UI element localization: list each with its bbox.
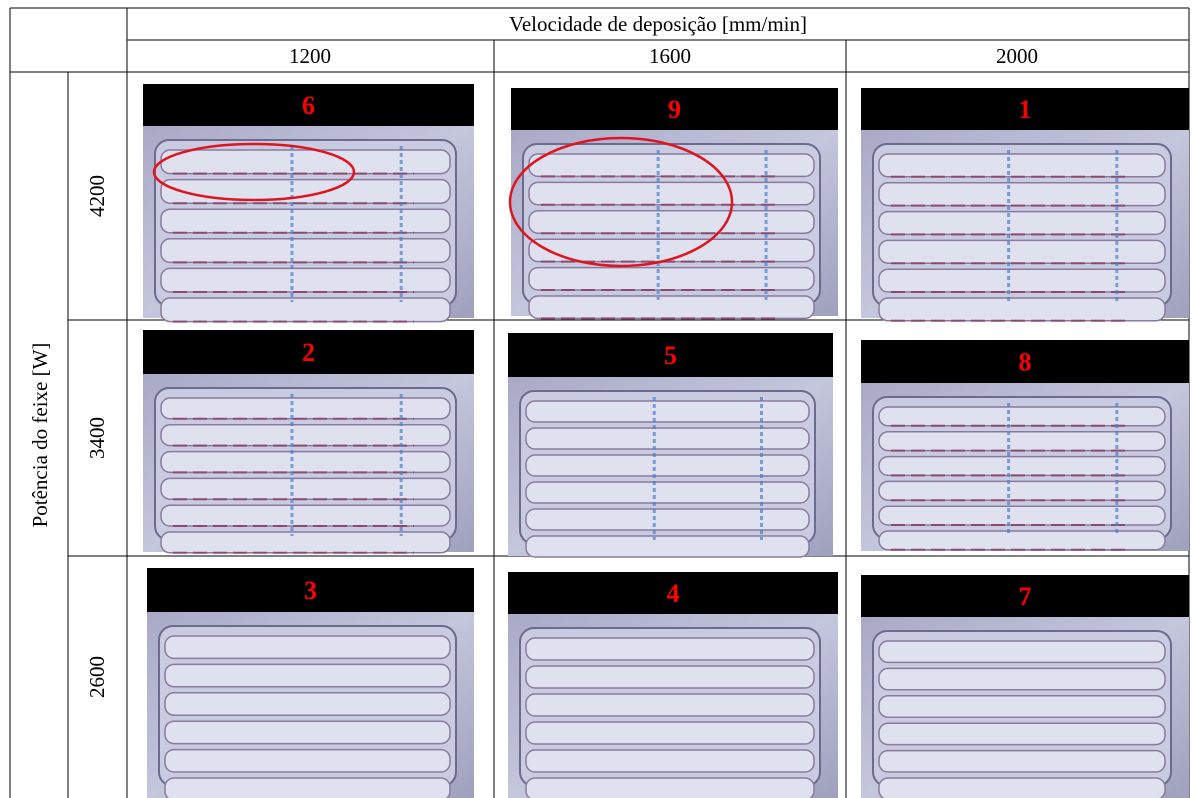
weld-bead bbox=[878, 667, 1166, 691]
sample-photo: 5 bbox=[508, 333, 833, 558]
weld-bead bbox=[878, 210, 1166, 236]
weld-bead bbox=[525, 481, 810, 504]
weld-bead bbox=[878, 505, 1166, 526]
row-header: 3400 bbox=[85, 417, 109, 459]
weld-bead bbox=[878, 480, 1166, 501]
weld-bead bbox=[164, 720, 451, 745]
sample-photo: 3 bbox=[147, 568, 474, 798]
weld-bead bbox=[160, 450, 451, 474]
row-group-header: Potência do feixe [W] bbox=[28, 343, 52, 528]
weld-bead bbox=[528, 295, 815, 320]
sample-number: 3 bbox=[304, 576, 317, 605]
weld-bead bbox=[160, 238, 451, 264]
weld-bead bbox=[164, 777, 451, 798]
label-bar bbox=[861, 575, 1189, 617]
sample-number: 1 bbox=[1019, 95, 1032, 124]
label-bar bbox=[147, 568, 474, 612]
sample-number: 4 bbox=[667, 579, 680, 608]
weld-bead bbox=[878, 695, 1166, 718]
weld-bead bbox=[525, 535, 810, 558]
weld-bead bbox=[528, 153, 815, 178]
weld-bead bbox=[528, 266, 815, 291]
weld-bead bbox=[160, 297, 451, 323]
weld-bead bbox=[878, 268, 1166, 293]
weld-bead bbox=[878, 239, 1166, 264]
weld-bead bbox=[160, 424, 451, 447]
sample-photo: 6 bbox=[143, 84, 474, 323]
sample-number: 9 bbox=[668, 95, 681, 124]
sample-photo: 2 bbox=[143, 330, 474, 554]
weld-bead bbox=[878, 455, 1166, 477]
sample-photo: 8 bbox=[861, 340, 1189, 551]
weld-bead bbox=[878, 777, 1166, 798]
weld-bead bbox=[525, 749, 815, 773]
weld-bead bbox=[160, 531, 451, 554]
sample-number: 6 bbox=[302, 91, 315, 120]
weld-bead bbox=[528, 210, 815, 234]
column-header: 1600 bbox=[649, 44, 691, 68]
sample-photo: 9 bbox=[511, 88, 838, 320]
column-header: 2000 bbox=[996, 44, 1038, 68]
weld-bead bbox=[528, 181, 815, 206]
highlight-ellipse bbox=[152, 142, 356, 202]
weld-bead bbox=[525, 721, 815, 745]
weld-bead bbox=[160, 504, 451, 527]
weld-bead bbox=[878, 640, 1166, 664]
weld-bead bbox=[164, 663, 451, 688]
weld-bead bbox=[525, 427, 810, 450]
label-bar bbox=[143, 330, 474, 374]
weld-bead bbox=[525, 777, 815, 798]
sample-photo: 1 bbox=[861, 88, 1189, 322]
weld-bead bbox=[878, 530, 1166, 551]
weld-bead bbox=[164, 748, 451, 773]
weld-bead bbox=[878, 182, 1166, 207]
weld-bead bbox=[878, 153, 1166, 178]
sample-photo: 4 bbox=[508, 572, 838, 798]
highlight-ellipse bbox=[508, 136, 734, 268]
label-bar bbox=[861, 340, 1189, 383]
weld-bead bbox=[160, 149, 451, 175]
weld-bead bbox=[878, 722, 1166, 746]
weld-bead bbox=[160, 178, 451, 204]
sample-number: 2 bbox=[302, 338, 315, 367]
weld-bead bbox=[878, 431, 1166, 452]
weld-bead bbox=[525, 454, 810, 477]
weld-bead bbox=[160, 208, 451, 234]
weld-bead bbox=[525, 637, 815, 661]
column-group-header: Velocidade de deposição [mm/min] bbox=[509, 12, 807, 36]
weld-bead bbox=[525, 665, 815, 689]
label-bar bbox=[861, 88, 1189, 130]
sample-number: 5 bbox=[664, 341, 677, 370]
weld-bead bbox=[525, 508, 810, 531]
weld-bead bbox=[878, 406, 1166, 427]
row-header: 2600 bbox=[85, 656, 109, 698]
label-bar bbox=[508, 333, 833, 377]
weld-bead bbox=[160, 397, 451, 420]
sample-number: 7 bbox=[1019, 582, 1032, 611]
weld-bead bbox=[160, 267, 451, 293]
column-header: 1200 bbox=[289, 44, 331, 68]
sample-photo: 7 bbox=[861, 575, 1189, 798]
label-bar bbox=[511, 88, 838, 130]
label-bar bbox=[508, 572, 838, 614]
weld-bead bbox=[878, 297, 1166, 322]
sample-number: 8 bbox=[1019, 348, 1032, 377]
weld-bead bbox=[164, 692, 451, 716]
weld-bead bbox=[525, 400, 810, 423]
label-bar bbox=[143, 84, 474, 126]
weld-bead bbox=[160, 477, 451, 500]
weld-bead bbox=[878, 749, 1166, 773]
row-header: 4200 bbox=[85, 175, 109, 217]
weld-bead bbox=[525, 693, 815, 717]
weld-bead bbox=[164, 635, 451, 660]
